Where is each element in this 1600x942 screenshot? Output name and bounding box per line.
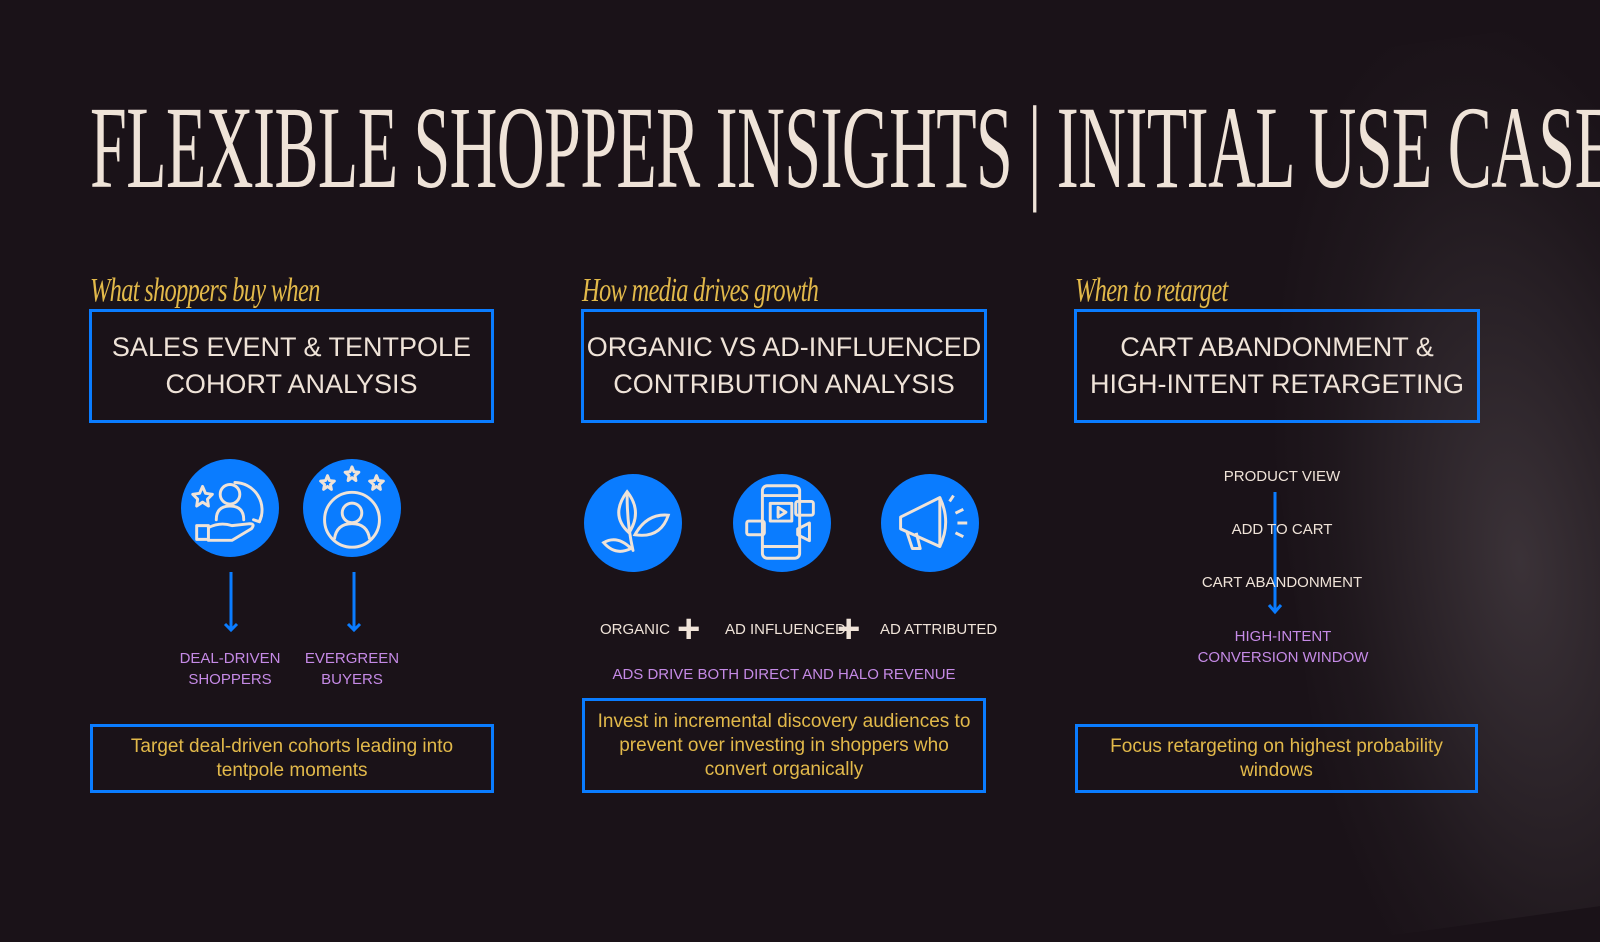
plus-icon: + <box>677 607 701 651</box>
kicker-col2: How media drives growth <box>582 272 819 309</box>
arrow-down-icon <box>346 572 362 633</box>
heading-line2: CONTRIBUTION ANALYSIS <box>613 369 955 399</box>
heading-box-col3: CART ABANDONMENT & HIGH-INTENT RETARGETIN… <box>1074 309 1480 423</box>
kicker-col1: What shoppers buy when <box>90 272 320 309</box>
footer-box-col2: Invest in incremental discovery audience… <box>582 698 986 793</box>
footer-box-col3: Focus retargeting on highest probability… <box>1075 724 1478 793</box>
arrow-down-icon <box>223 572 239 633</box>
evergreen-buyer-icon <box>303 459 401 557</box>
term-ad-influenced: AD INFLUENCED <box>725 621 846 638</box>
footer-box-col1: Target deal-driven cohorts leading into … <box>90 724 494 793</box>
term-ad-attributed: AD ATTRIBUTED <box>880 621 998 638</box>
heading-line2: COHORT ANALYSIS <box>165 369 418 399</box>
kicker-col3: When to retarget <box>1075 272 1228 309</box>
outcome-conversion-window: HIGH-INTENT CONVERSION WINDOW <box>1197 628 1369 666</box>
step-product-view: PRODUCT VIEW <box>1223 468 1341 485</box>
label-evergreen: EVERGREEN BUYERS <box>304 650 400 688</box>
summary-text: ADS DRIVE BOTH DIRECT AND HALO REVENUE <box>612 666 956 683</box>
heading-box-col1: SALES EVENT & TENTPOLE COHORT ANALYSIS <box>89 309 494 423</box>
heading-line1: SALES EVENT & TENTPOLE <box>111 332 472 362</box>
arrow-down-icon <box>1267 492 1283 615</box>
page-title: FLEXIBLE SHOPPER INSIGHTS | INITIAL USE … <box>90 82 1600 213</box>
heading-line1: ORGANIC VS AD-INFLUENCED <box>586 332 982 362</box>
step-cart-abandonment: CART ABANDONMENT <box>1201 574 1363 591</box>
label-deal-driven: DEAL-DRIVEN SHOPPERS <box>179 650 281 688</box>
heading-box-col2: ORGANIC VS AD-INFLUENCED CONTRIBUTION ANA… <box>581 309 987 423</box>
deal-shopper-icon <box>181 459 279 557</box>
heading-line2: HIGH-INTENT RETARGETING <box>1089 369 1464 399</box>
term-organic: ORGANIC <box>600 621 671 638</box>
plus-icon: + <box>837 607 861 651</box>
megaphone-icon <box>881 474 979 572</box>
heading-line1: CART ABANDONMENT & <box>1120 332 1434 362</box>
step-add-to-cart: ADD TO CART <box>1231 521 1333 538</box>
mobile-media-icon <box>733 474 831 572</box>
leaf-icon <box>584 474 682 572</box>
